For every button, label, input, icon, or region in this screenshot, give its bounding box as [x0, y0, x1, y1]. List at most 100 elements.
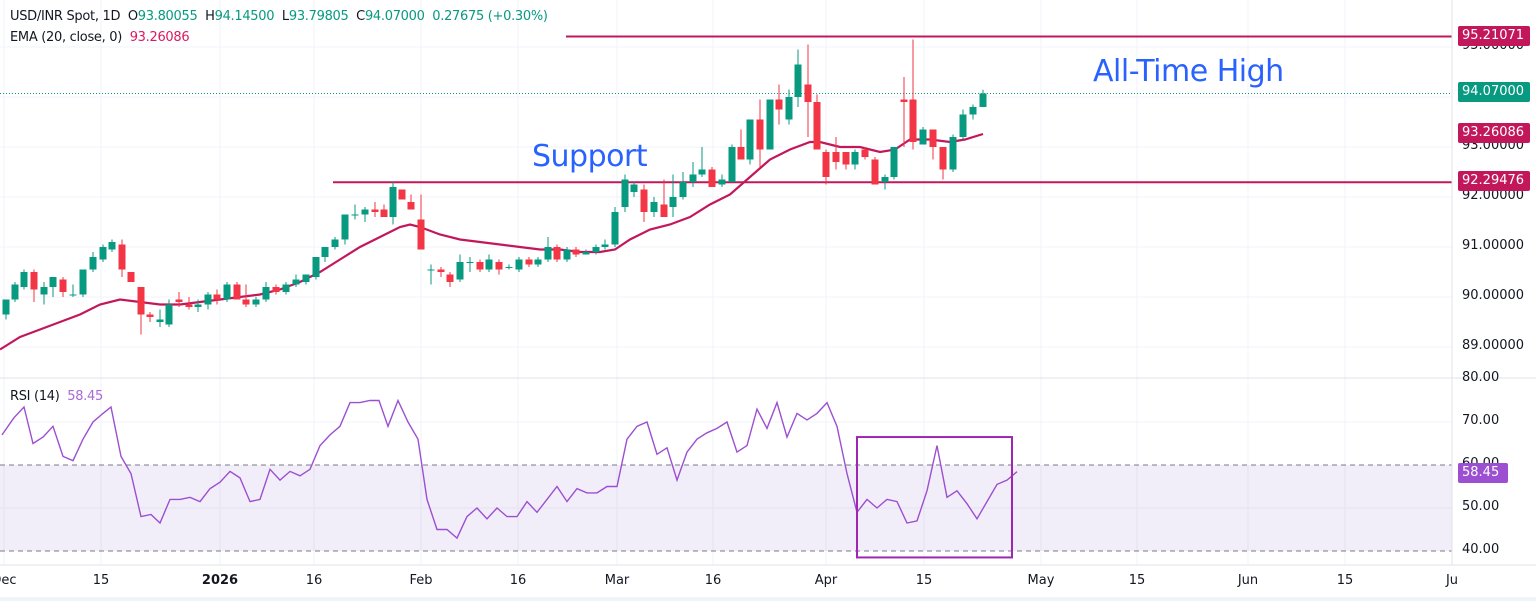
candle [302, 274, 310, 285]
candle [118, 239, 126, 277]
candle [871, 157, 879, 185]
candle [146, 312, 154, 322]
candle [949, 134, 957, 172]
time-axis-label: 15 [1128, 573, 1146, 588]
candle [407, 194, 415, 210]
candle [611, 207, 619, 247]
candle [371, 202, 379, 217]
time-axis-label: Ju [1445, 573, 1459, 588]
candle [242, 284, 250, 307]
candle [582, 249, 590, 255]
candle [534, 257, 542, 267]
candle [718, 174, 726, 187]
candle [689, 162, 697, 187]
price-axis-label: 92.00000 [1462, 188, 1525, 203]
candle [40, 282, 48, 305]
candle [59, 277, 67, 297]
candle [361, 207, 369, 222]
candle [813, 94, 821, 150]
candle [890, 147, 898, 180]
candle [30, 269, 38, 302]
symbol-legend: USD/INR Spot, 1D O93.80055 H94.14500 L93… [10, 9, 548, 24]
time-axis-label: May [1027, 573, 1055, 588]
candle [380, 204, 388, 217]
candle [640, 184, 648, 222]
price-axis-label: 90.00000 [1462, 288, 1525, 303]
candle [427, 264, 435, 285]
change-value: 0.27675 (+0.30%) [432, 9, 548, 24]
candle [601, 239, 609, 250]
candle [49, 277, 57, 297]
time-axis-label: Feb [409, 573, 433, 588]
rsi-legend[interactable]: RSI (14) 58.45 [10, 389, 103, 404]
candle [728, 144, 736, 182]
candle [341, 214, 349, 245]
candle [630, 182, 638, 197]
ema-legend[interactable]: EMA (20, close, 0) 93.26086 [10, 30, 190, 45]
rsi-panel [0, 398, 1452, 559]
candle [660, 179, 668, 217]
candle [127, 272, 135, 282]
candle [766, 99, 774, 150]
high-value: 94.14500 [214, 9, 275, 24]
candle [137, 287, 145, 335]
candle [929, 129, 937, 160]
time-axis-label: 2026 [201, 573, 239, 588]
candle [544, 237, 552, 262]
symbol-title[interactable]: USD/INR Spot, 1D [10, 9, 121, 24]
support-annotation[interactable]: Support [532, 139, 648, 174]
candle [851, 149, 859, 170]
candle [669, 174, 677, 217]
candle [272, 284, 280, 295]
candle [456, 254, 464, 282]
candle [389, 182, 397, 225]
close-label: C [356, 9, 365, 24]
candle [979, 89, 987, 108]
candle [563, 247, 571, 262]
candle [679, 172, 687, 200]
all-time-high-annotation[interactable]: All-Time High [1093, 54, 1284, 89]
candle [466, 257, 474, 272]
candle [495, 259, 503, 275]
time-axis-label: 15 [92, 573, 110, 588]
time-axis-label: Apr [814, 573, 838, 588]
candle [708, 167, 716, 187]
candle [525, 257, 533, 267]
candle [312, 257, 320, 280]
candle [969, 104, 977, 120]
resistance-price-tag: 95.21071 [1458, 26, 1530, 46]
open-label: O [127, 9, 138, 24]
rsi-label: RSI (14) [10, 389, 60, 404]
rsi-axis-label: 70.00 [1462, 413, 1500, 428]
candle [223, 282, 231, 302]
candle [175, 292, 183, 307]
ema-line [0, 132, 984, 351]
candle [204, 292, 212, 310]
candle [756, 99, 764, 167]
candle [832, 137, 840, 170]
candle [89, 252, 97, 272]
candle [331, 237, 339, 250]
price-panel [0, 35, 1452, 351]
candle [698, 147, 706, 177]
candle [79, 269, 87, 297]
rsi-axis-label: 50.00 [1462, 499, 1500, 514]
candle [505, 264, 513, 270]
candle [939, 147, 947, 180]
candle [99, 244, 107, 262]
ema-label: EMA (20, close, 0) [10, 30, 123, 45]
candle [398, 189, 406, 200]
candle [108, 239, 116, 252]
candle [2, 299, 10, 320]
candle [746, 119, 754, 165]
time-axis-label: 16 [509, 573, 527, 588]
time-axis-label: 15 [1336, 573, 1354, 588]
candle [417, 194, 425, 250]
support-price-tag: 92.29476 [1458, 171, 1530, 191]
price-axis-label: 89.00000 [1462, 338, 1525, 353]
candle [437, 267, 445, 277]
candle [321, 247, 329, 262]
candle [515, 257, 523, 272]
rsi-highlight-box [856, 436, 1013, 559]
